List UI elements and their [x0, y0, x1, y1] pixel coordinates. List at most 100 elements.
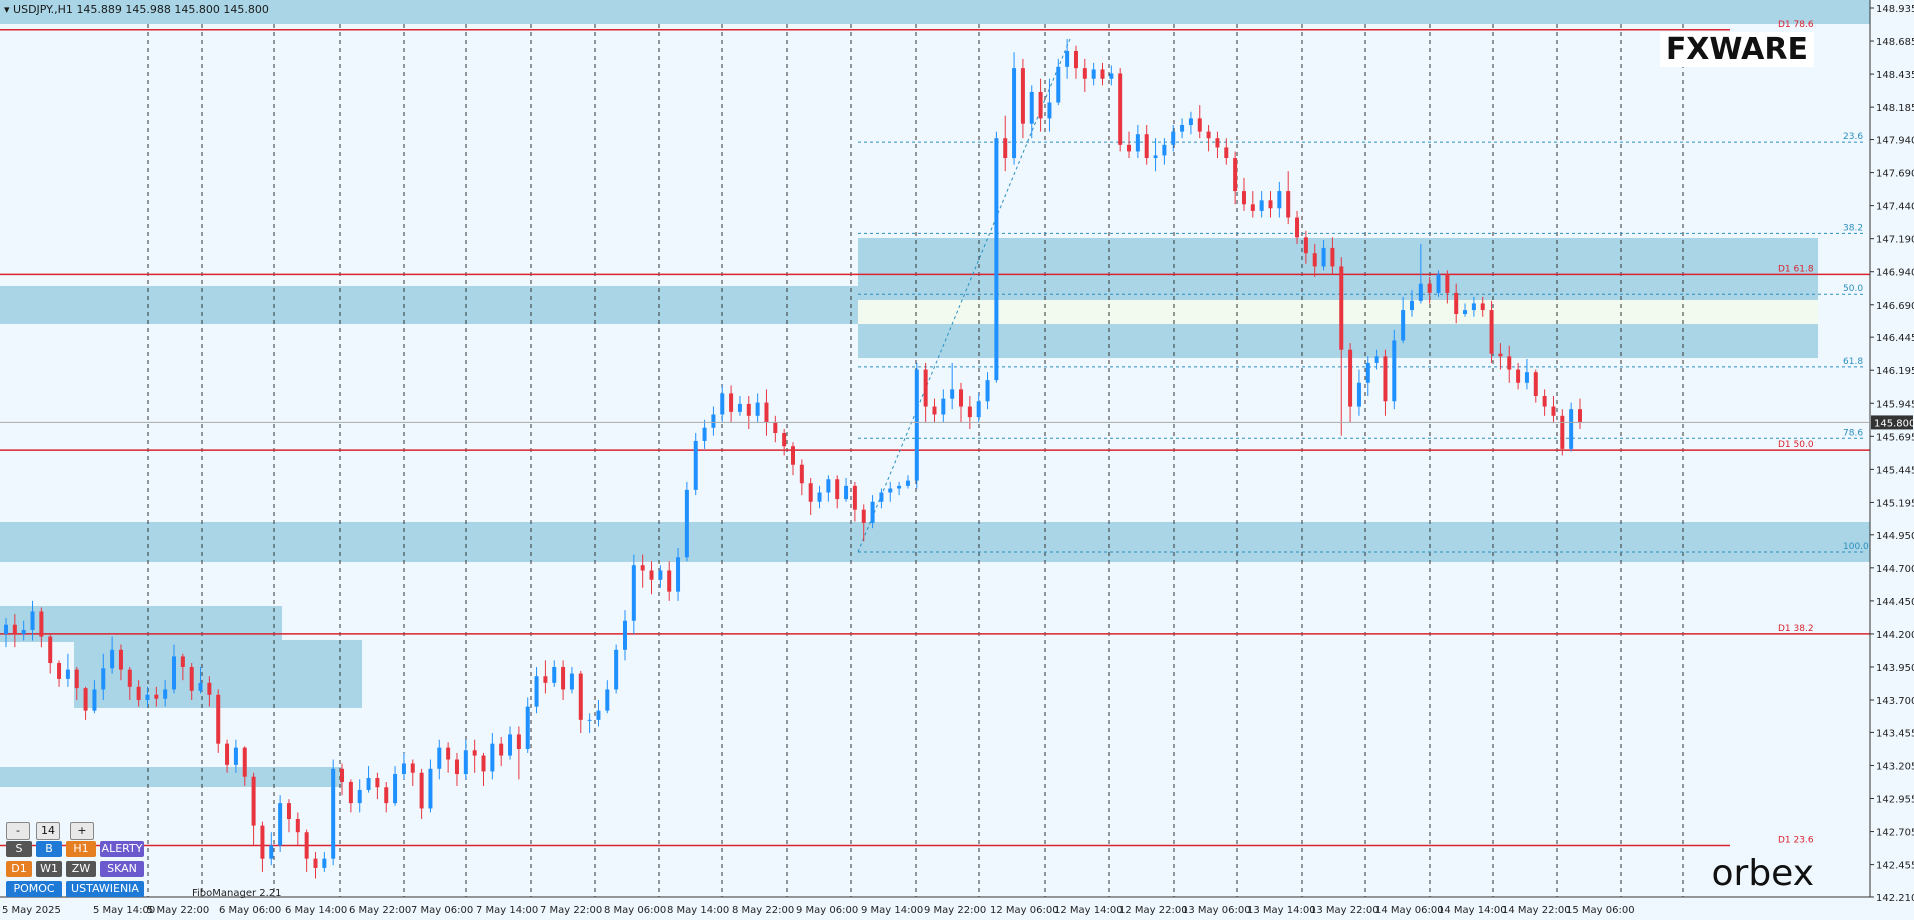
d1-button[interactable]: D1	[6, 861, 32, 877]
candle	[561, 660, 566, 701]
candle	[959, 382, 964, 423]
candle-body	[799, 464, 804, 484]
candle-body	[596, 710, 601, 720]
h1-button[interactable]: H1	[66, 841, 96, 857]
candle	[508, 726, 513, 760]
candle-body	[773, 422, 778, 434]
x-tick-label: 5 May 14:00	[93, 905, 155, 916]
pomoc-button[interactable]: POMOC	[6, 881, 62, 897]
candle	[1065, 39, 1070, 79]
candle-body	[914, 369, 919, 481]
candle	[667, 561, 672, 601]
y-tick-label: 144.200	[1876, 630, 1914, 641]
candle-body	[676, 557, 681, 592]
candle	[1118, 68, 1123, 152]
candle-body	[1392, 340, 1397, 402]
candle	[967, 395, 972, 430]
candle-body	[1542, 395, 1547, 407]
candle	[1418, 243, 1423, 304]
candle	[481, 752, 486, 786]
candle-body	[1056, 66, 1061, 103]
candle-body	[649, 570, 654, 580]
candle	[189, 663, 194, 701]
candle-body	[1383, 356, 1388, 402]
fib-level-label: D1 78.6	[1778, 20, 1814, 30]
candle-body	[1082, 68, 1087, 79]
candle-body	[39, 611, 44, 637]
candle-body	[278, 803, 283, 846]
candle-body	[534, 676, 539, 707]
ustawienia-button[interactable]: USTAWIENIA	[66, 881, 144, 897]
candle-body	[1091, 69, 1096, 79]
candle	[543, 660, 548, 694]
increase-period-button[interactable]: +	[70, 822, 94, 840]
candle-body	[755, 402, 760, 416]
alerty-button[interactable]: ALERTY	[100, 841, 144, 857]
candle	[490, 733, 495, 780]
decrease-period-button[interactable]: -	[6, 822, 30, 840]
candle-body	[667, 570, 672, 592]
candle	[4, 618, 8, 648]
candle-body	[295, 819, 300, 833]
candle-body	[74, 669, 79, 689]
candle-body	[127, 669, 132, 687]
candle-body	[561, 666, 566, 690]
s-button[interactable]: S	[6, 841, 32, 857]
candle	[313, 852, 318, 879]
candle-body	[711, 414, 716, 428]
y-tick-label: 145.695	[1876, 432, 1914, 443]
y-tick-label: 147.190	[1876, 235, 1914, 246]
candle-body	[605, 689, 610, 711]
candle-body	[357, 789, 362, 804]
candle-body	[729, 393, 734, 412]
candle-body	[1153, 155, 1158, 159]
candle-body	[437, 747, 442, 769]
candle-body	[428, 768, 433, 809]
candle	[905, 475, 910, 489]
x-tick-label: 15 May 06:00	[1566, 905, 1635, 916]
x-tick-label: 5 May 22:00	[147, 905, 209, 916]
x-tick-label: 14 May 06:00	[1375, 905, 1444, 916]
candle	[1144, 124, 1149, 165]
price-zone	[0, 286, 860, 324]
candle	[1542, 389, 1547, 416]
candle-body	[543, 676, 548, 683]
price-zone	[0, 606, 282, 642]
candle	[578, 670, 583, 734]
candle-body	[923, 369, 928, 407]
candle	[1003, 115, 1008, 172]
y-tick-label: 146.195	[1876, 366, 1914, 377]
candle-body	[569, 673, 574, 690]
candle-body	[1295, 217, 1300, 238]
collapse-arrow-icon[interactable]: ▾	[4, 3, 10, 16]
candle	[1206, 124, 1211, 152]
candle-body	[92, 689, 97, 711]
candle-body	[552, 666, 557, 683]
zw-button[interactable]: ZW	[66, 861, 96, 877]
candle	[251, 772, 256, 846]
x-tick-label: 6 May 06:00	[219, 905, 281, 916]
skan-button[interactable]: SKAN	[100, 861, 144, 877]
x-tick-label: 7 May 06:00	[411, 905, 473, 916]
candle	[1012, 52, 1017, 165]
candle-body	[384, 787, 389, 804]
candle-body	[163, 689, 168, 699]
candle-body	[1489, 310, 1494, 354]
candle-body	[516, 734, 521, 749]
candle-body	[1551, 406, 1556, 416]
candle	[180, 653, 185, 681]
w1-button[interactable]: W1	[36, 861, 62, 877]
b-button[interactable]: B	[36, 841, 62, 857]
price-zone	[0, 767, 342, 787]
candle	[172, 644, 177, 694]
fxware-logo: FXWARE	[1659, 32, 1814, 67]
candle	[1321, 239, 1326, 271]
candle-body	[1012, 68, 1017, 159]
candle-body	[587, 719, 592, 721]
candle	[428, 759, 433, 813]
candle-body	[1454, 292, 1459, 315]
candle	[791, 442, 795, 476]
candle	[419, 768, 424, 820]
